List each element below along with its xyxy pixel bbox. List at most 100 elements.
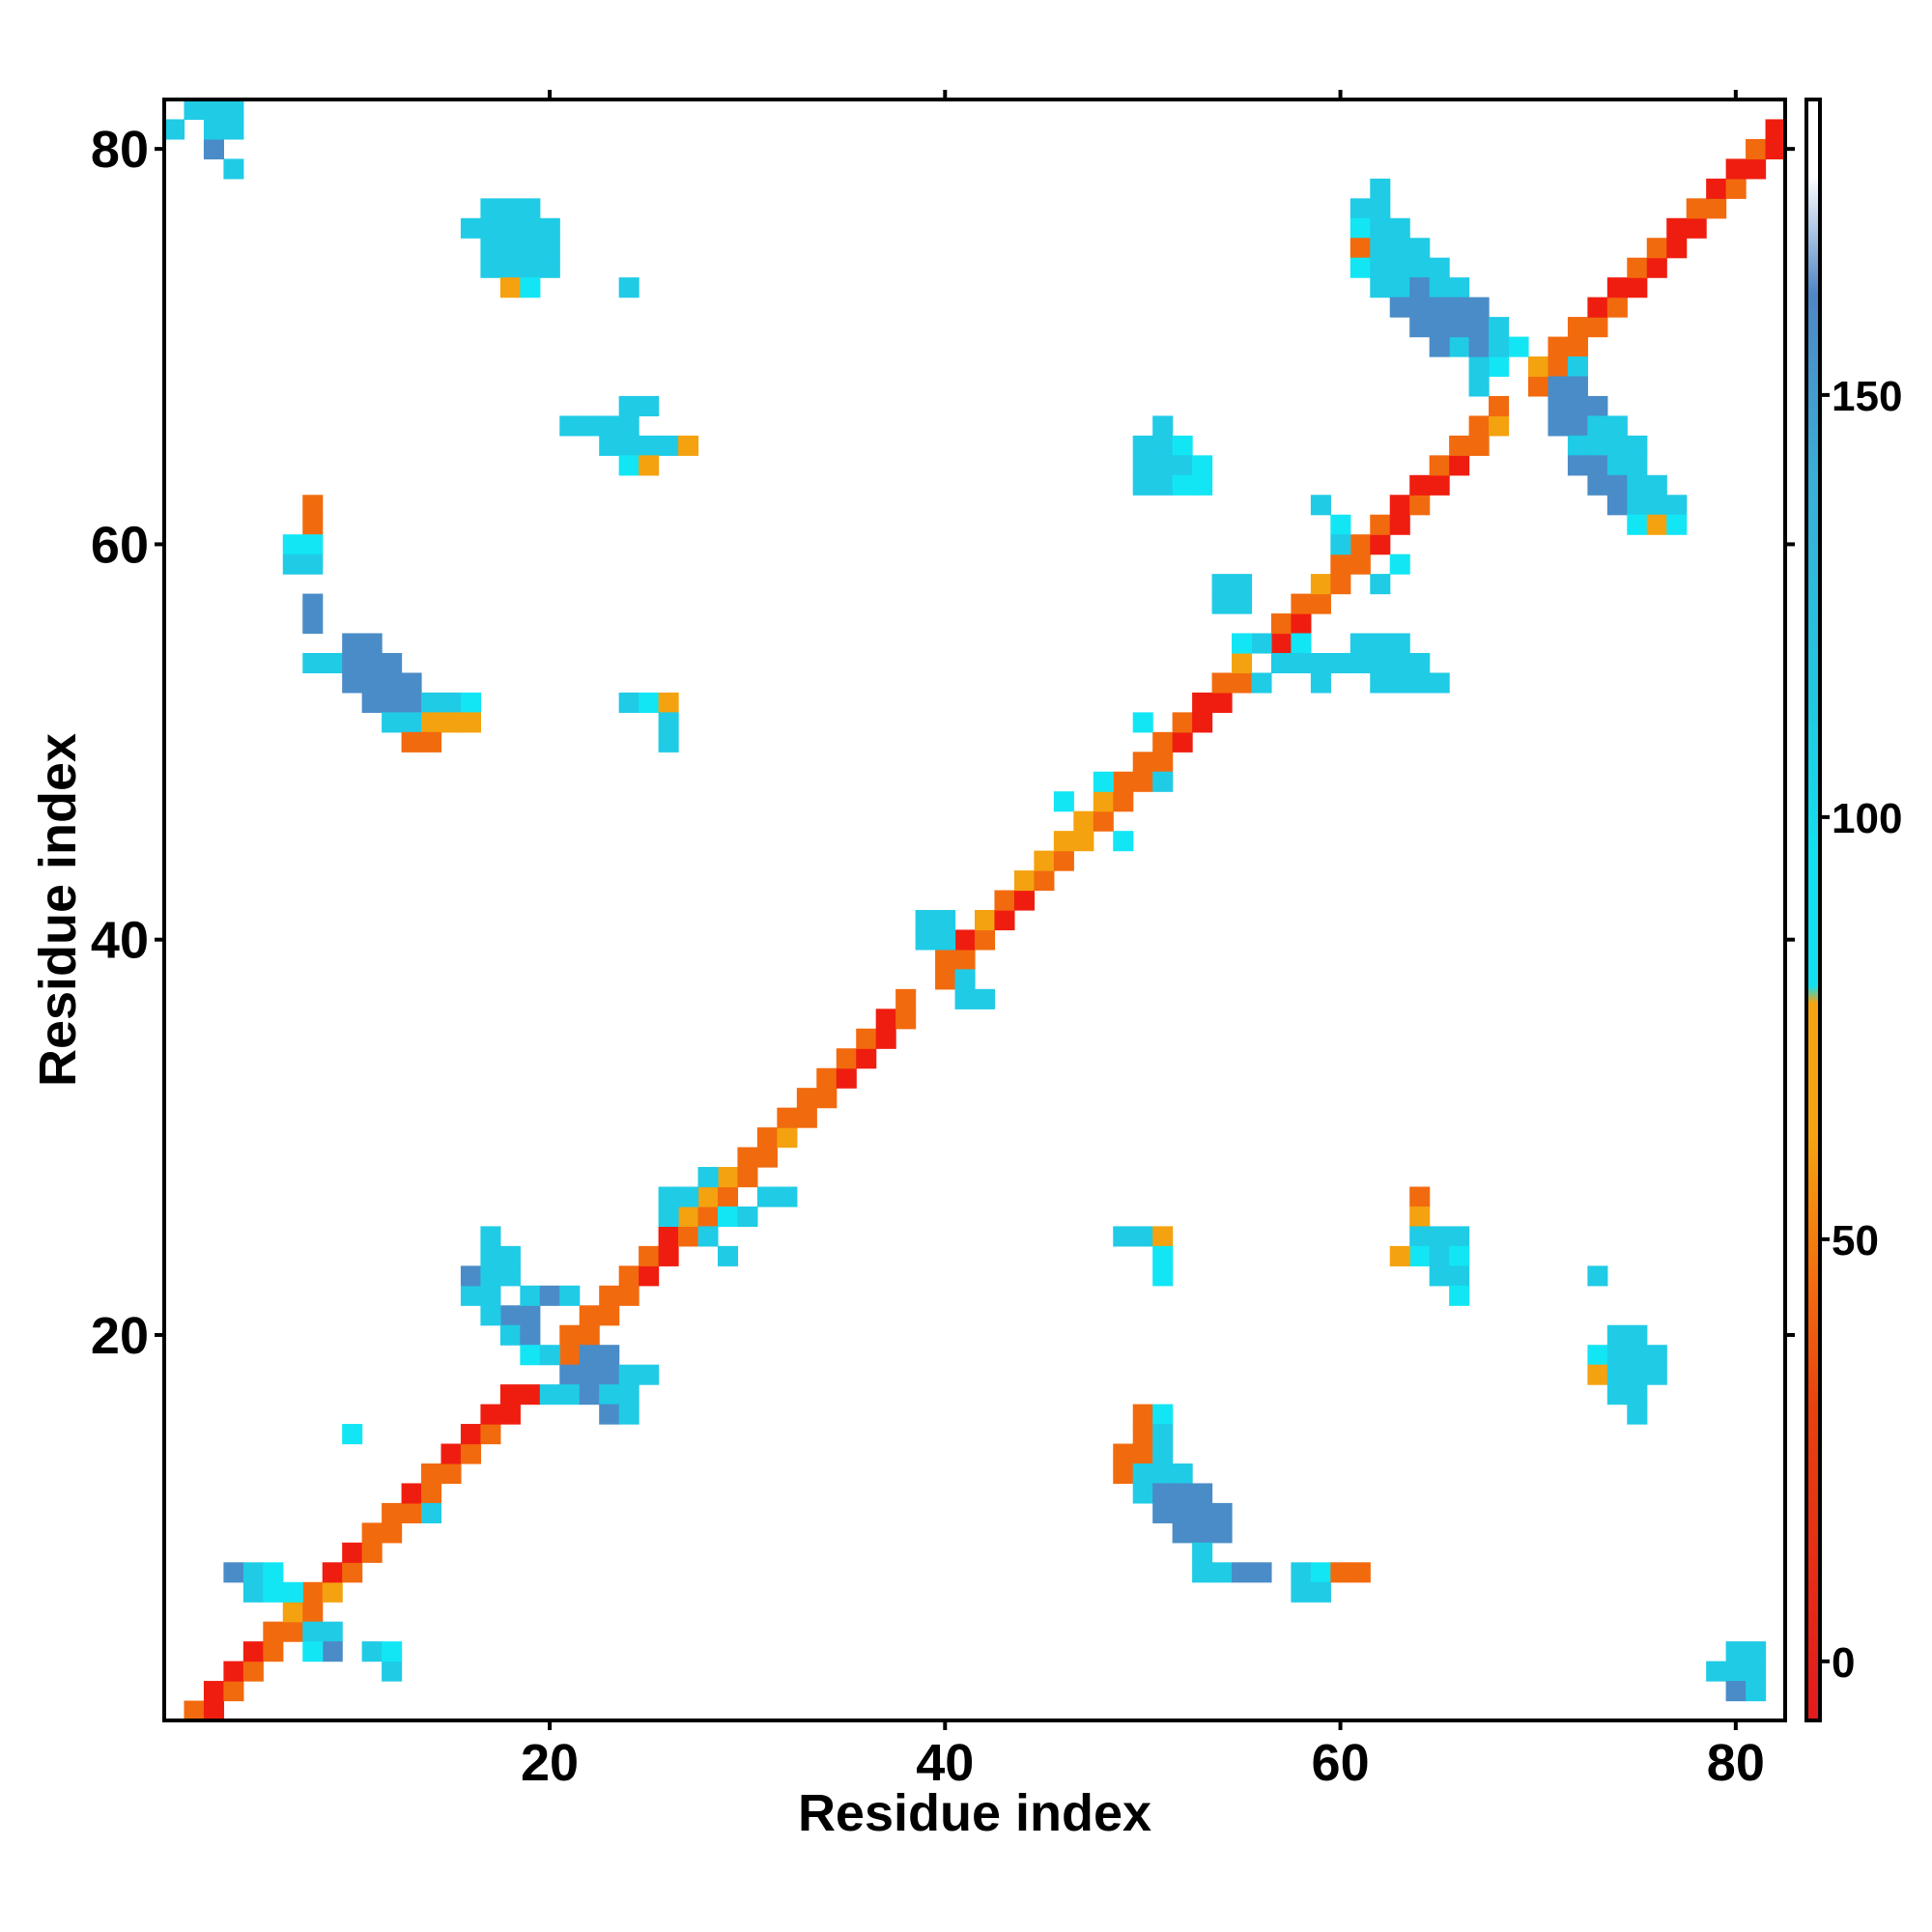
- heatmap-cell: [1429, 257, 1450, 278]
- heatmap-cell: [599, 1384, 620, 1406]
- heatmap-cell: [1152, 731, 1174, 753]
- heatmap-cell: [1310, 495, 1331, 516]
- heatmap-cell: [203, 138, 224, 159]
- heatmap-cell: [717, 1206, 739, 1228]
- heatmap-cell: [1627, 1345, 1648, 1366]
- heatmap-cell: [1330, 652, 1351, 674]
- heatmap-cell: [1429, 277, 1450, 298]
- heatmap-cell: [1232, 1562, 1253, 1583]
- y-tick-label: 40: [91, 912, 149, 970]
- heatmap-cell: [1132, 1424, 1153, 1445]
- heatmap-cell: [382, 1502, 403, 1523]
- heatmap-cell: [1370, 534, 1391, 555]
- heatmap-cell: [1132, 1443, 1153, 1464]
- heatmap-cell: [322, 1621, 343, 1642]
- heatmap-cell: [1706, 178, 1727, 199]
- heatmap-cell: [302, 514, 324, 535]
- heatmap-cell: [1489, 395, 1510, 417]
- colorbar-tick-label: 100: [1832, 795, 1902, 842]
- heatmap-cell: [1468, 297, 1490, 318]
- x-tick-label: 40: [916, 1734, 974, 1792]
- heatmap-cell: [1270, 633, 1293, 654]
- heatmap-cell: [322, 1581, 343, 1603]
- heatmap-cell: [1567, 356, 1588, 378]
- heatmap-cell: [618, 1384, 639, 1406]
- heatmap-cell: [697, 1206, 719, 1228]
- heatmap-cell: [1232, 652, 1253, 674]
- heatmap-cell: [1232, 574, 1253, 595]
- heatmap-cell: [302, 652, 324, 674]
- heatmap-cell: [480, 217, 501, 239]
- heatmap-cell: [1627, 455, 1648, 476]
- x-axis-label: Residue index: [798, 1784, 1151, 1842]
- heatmap-cell: [618, 1404, 639, 1425]
- heatmap-cell: [796, 1088, 817, 1109]
- heatmap-cell: [777, 1107, 798, 1128]
- heatmap-cell: [282, 534, 303, 555]
- heatmap-cell: [599, 1404, 620, 1425]
- heatmap-cell: [1330, 554, 1351, 575]
- heatmap-cell: [1172, 474, 1193, 496]
- heatmap-cell: [421, 731, 442, 753]
- heatmap-cell: [1132, 712, 1153, 733]
- heatmap-cell: [1370, 217, 1391, 239]
- heatmap-cell: [915, 929, 936, 951]
- heatmap-cell: [263, 1581, 284, 1603]
- heatmap-cell: [520, 1305, 541, 1326]
- heatmap-cell: [1192, 474, 1213, 496]
- heatmap-cell: [1449, 277, 1470, 298]
- heatmap-cell: [1172, 435, 1193, 456]
- heatmap-cell: [1093, 791, 1114, 812]
- heatmap-cell: [1666, 217, 1688, 239]
- heatmap-cell: [1291, 1581, 1312, 1603]
- y-tick-label: 20: [91, 1307, 149, 1365]
- heatmap-cell: [717, 1186, 739, 1208]
- heatmap-cell: [658, 435, 679, 456]
- heatmap-cell: [1468, 376, 1490, 397]
- heatmap-cell: [1370, 514, 1391, 535]
- heatmap-cell: [480, 1285, 501, 1306]
- heatmap-cell: [796, 1107, 817, 1128]
- heatmap-cell: [1093, 771, 1114, 792]
- heatmap-cell: [1152, 1502, 1174, 1523]
- heatmap-cell: [1686, 198, 1707, 219]
- heatmap-cell: [1013, 870, 1035, 892]
- heatmap-cell: [520, 1345, 541, 1366]
- heatmap-cell: [1291, 652, 1312, 674]
- heatmap-cell: [1270, 652, 1293, 674]
- heatmap-cell: [302, 1581, 324, 1603]
- heatmap-cell: [658, 1245, 679, 1266]
- heatmap-cell: [1172, 1483, 1193, 1504]
- heatmap-cell: [1646, 474, 1667, 496]
- heatmap-cell: [223, 1681, 244, 1702]
- heatmap-cell: [1646, 1345, 1667, 1366]
- heatmap-cell: [1449, 1265, 1470, 1287]
- heatmap-cell: [302, 534, 324, 555]
- heatmap-cell: [599, 1345, 620, 1366]
- heatmap-cell: [1389, 238, 1410, 259]
- heatmap-cell: [322, 1562, 343, 1583]
- heatmap-cell: [1192, 692, 1213, 713]
- heatmap-cell: [223, 1562, 244, 1583]
- heatmap-cell: [875, 1028, 896, 1049]
- heatmap-cell: [1489, 317, 1510, 338]
- heatmap-cell: [499, 198, 521, 219]
- heatmap-cell: [1093, 810, 1114, 832]
- heatmap-cell: [1350, 238, 1371, 259]
- heatmap-cell: [777, 1127, 798, 1149]
- heatmap-cell: [1330, 574, 1351, 595]
- heatmap-cell: [1548, 356, 1569, 378]
- heatmap-cell: [678, 1186, 699, 1208]
- heatmap-cell: [382, 712, 403, 733]
- heatmap-cell: [1587, 1364, 1608, 1385]
- heatmap-cell: [520, 238, 541, 259]
- heatmap-cell: [1152, 415, 1174, 437]
- heatmap-cell: [1113, 831, 1134, 852]
- heatmap-cell: [1152, 1424, 1174, 1445]
- heatmap-cell: [658, 692, 679, 713]
- heatmap-cell: [539, 257, 560, 278]
- heatmap-cell: [282, 1581, 303, 1603]
- heatmap-cell: [579, 1364, 600, 1385]
- heatmap-cell: [599, 1364, 620, 1385]
- colorbar: 0 50 100 150: [1804, 98, 1902, 1722]
